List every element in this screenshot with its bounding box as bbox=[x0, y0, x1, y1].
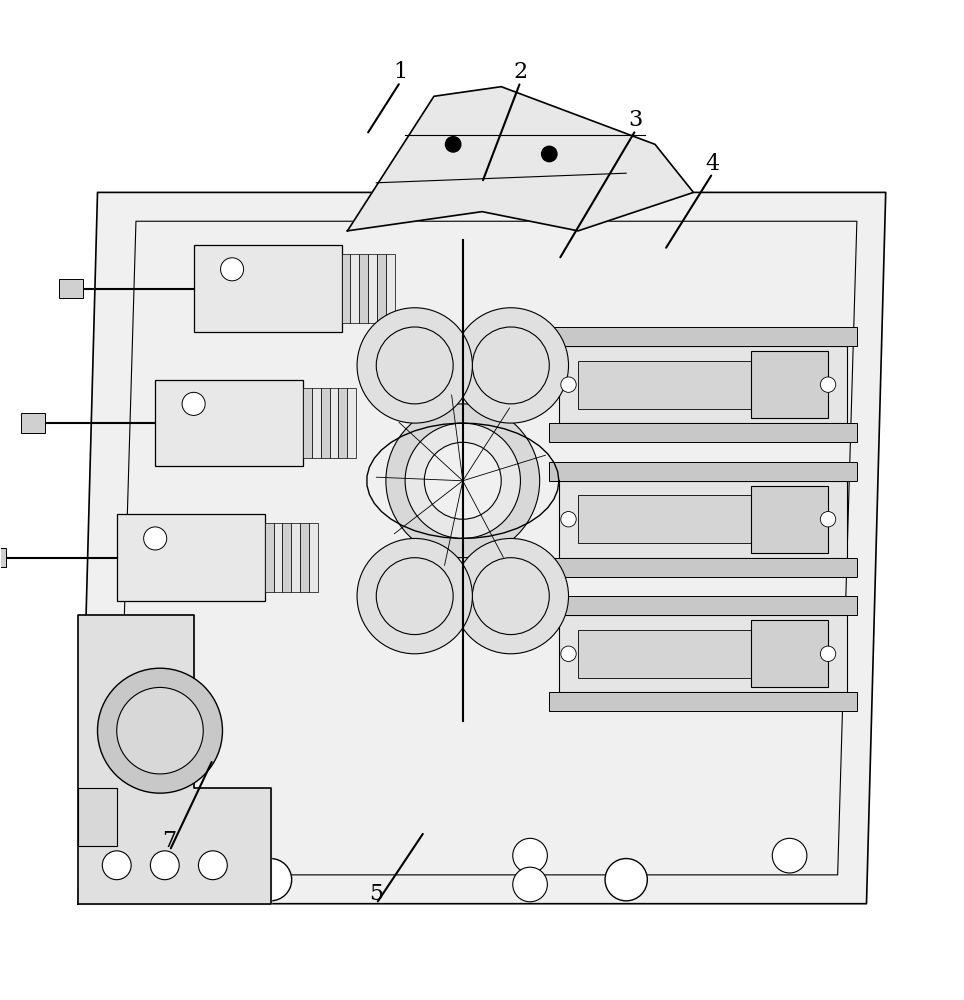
Bar bbox=[559, 481, 847, 558]
Circle shape bbox=[561, 377, 576, 392]
Circle shape bbox=[144, 527, 167, 550]
Bar bbox=[20, 413, 44, 433]
Bar bbox=[549, 462, 857, 481]
Bar bbox=[578, 495, 751, 543]
Circle shape bbox=[424, 442, 501, 519]
Bar bbox=[341, 254, 351, 323]
Bar bbox=[321, 388, 330, 458]
Circle shape bbox=[453, 308, 569, 423]
Circle shape bbox=[561, 646, 576, 661]
Bar bbox=[751, 486, 828, 553]
Polygon shape bbox=[78, 192, 886, 904]
Circle shape bbox=[386, 404, 540, 558]
Circle shape bbox=[445, 137, 461, 152]
Bar bbox=[78, 788, 117, 846]
Circle shape bbox=[513, 838, 548, 873]
Bar bbox=[194, 245, 341, 332]
Circle shape bbox=[117, 687, 203, 774]
Bar bbox=[300, 523, 308, 592]
Bar bbox=[751, 351, 828, 418]
Circle shape bbox=[561, 512, 576, 527]
Circle shape bbox=[182, 392, 205, 415]
Text: 3: 3 bbox=[629, 109, 643, 131]
Bar bbox=[330, 388, 338, 458]
Circle shape bbox=[157, 838, 192, 873]
Bar bbox=[368, 254, 377, 323]
Circle shape bbox=[376, 558, 453, 635]
Bar bbox=[59, 279, 83, 298]
Circle shape bbox=[357, 308, 472, 423]
Bar bbox=[338, 388, 347, 458]
Bar bbox=[377, 254, 386, 323]
Text: 5: 5 bbox=[369, 883, 384, 905]
Bar bbox=[578, 361, 751, 409]
Bar bbox=[578, 630, 751, 678]
Bar bbox=[386, 254, 394, 323]
Circle shape bbox=[221, 258, 244, 281]
Circle shape bbox=[405, 423, 521, 538]
Circle shape bbox=[820, 646, 836, 661]
Circle shape bbox=[453, 538, 569, 654]
Bar bbox=[351, 254, 360, 323]
Bar bbox=[117, 514, 265, 601]
Circle shape bbox=[250, 859, 292, 901]
Circle shape bbox=[472, 558, 549, 635]
Polygon shape bbox=[78, 615, 271, 904]
Bar bbox=[274, 523, 282, 592]
Circle shape bbox=[102, 851, 131, 880]
Text: 7: 7 bbox=[163, 830, 176, 852]
Circle shape bbox=[97, 668, 223, 793]
Bar bbox=[304, 388, 312, 458]
Circle shape bbox=[542, 146, 557, 162]
Text: 2: 2 bbox=[514, 61, 527, 83]
Bar bbox=[549, 596, 857, 615]
Circle shape bbox=[472, 327, 549, 404]
Circle shape bbox=[820, 377, 836, 392]
Polygon shape bbox=[347, 87, 693, 231]
Bar bbox=[559, 615, 847, 692]
Bar bbox=[265, 523, 274, 592]
Bar bbox=[0, 548, 6, 567]
Bar bbox=[282, 523, 291, 592]
Bar bbox=[360, 254, 368, 323]
Text: 1: 1 bbox=[393, 61, 408, 83]
Bar bbox=[549, 558, 857, 577]
Circle shape bbox=[772, 838, 807, 873]
Bar bbox=[291, 523, 300, 592]
Bar bbox=[751, 620, 828, 687]
Circle shape bbox=[513, 867, 548, 902]
Circle shape bbox=[376, 327, 453, 404]
Bar bbox=[549, 423, 857, 442]
Circle shape bbox=[150, 851, 179, 880]
Text: 4: 4 bbox=[706, 153, 720, 175]
Circle shape bbox=[199, 851, 228, 880]
Bar bbox=[549, 692, 857, 711]
Bar bbox=[155, 380, 304, 466]
Bar bbox=[312, 388, 321, 458]
Bar bbox=[308, 523, 317, 592]
Bar bbox=[559, 346, 847, 423]
Circle shape bbox=[820, 512, 836, 527]
Bar bbox=[549, 327, 857, 346]
Circle shape bbox=[605, 859, 648, 901]
Bar bbox=[347, 388, 356, 458]
Circle shape bbox=[357, 538, 472, 654]
